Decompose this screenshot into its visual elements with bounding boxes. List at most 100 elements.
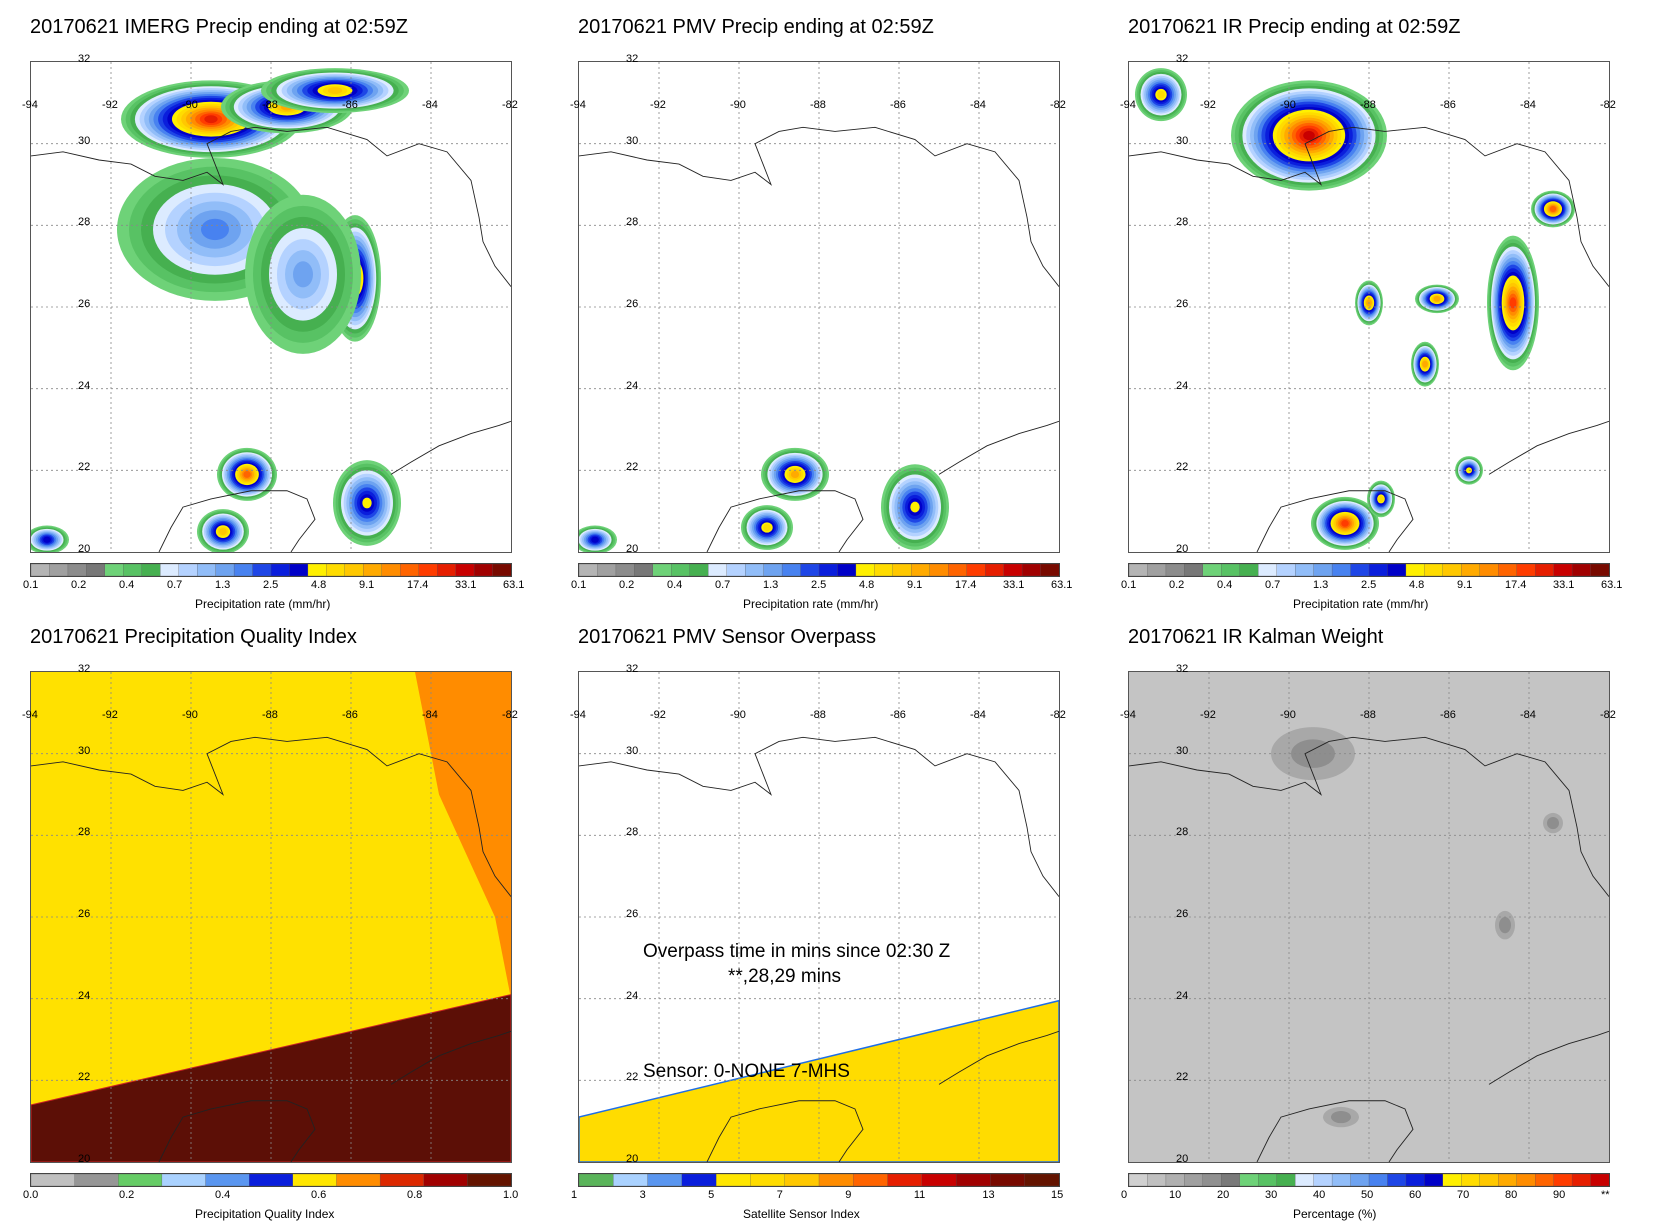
colorbar-tick-label: 4.8 (311, 579, 327, 591)
colorbar-title: Precipitation rate (mm/hr) (1293, 597, 1429, 611)
precip-cell (790, 470, 800, 479)
colorbar-swatch (1295, 564, 1315, 576)
sensor-overpass-region (579, 999, 1059, 1162)
overpass-minutes-label: **,28,29 mins (728, 966, 842, 987)
colorbar-tick-label: 5 (708, 1189, 715, 1201)
colorbar-swatch (615, 564, 636, 576)
colorbar-swatch (745, 564, 765, 576)
colorbar-swatch (141, 564, 161, 576)
panel-title: 20170621 IR Kalman Weight (1128, 626, 1384, 648)
colorbar-tick-label: 2.5 (263, 579, 279, 591)
colorbar-tick-label: 33.1 (1003, 579, 1025, 591)
longitude-tick-label: -90 (730, 709, 746, 721)
precip-cell (1509, 297, 1517, 309)
longitude-tick-label: -88 (262, 99, 278, 111)
colorbar-tick-label: 2.5 (1361, 579, 1377, 591)
colorbar-swatch (1590, 1174, 1609, 1186)
longitude-tick-label: -86 (1440, 99, 1456, 111)
colorbar-tick-label: 17.4 (955, 579, 977, 591)
latitude-tick-label: 22 (626, 1071, 639, 1084)
colorbar-swatch (292, 1174, 338, 1186)
latitude-tick-label: 30 (626, 744, 639, 757)
panel-sensor-overpass: 20170621 PMV Sensor Overpass 32 30 28 26 24 2… (570, 626, 1098, 1226)
map-plot-area (30, 671, 512, 1163)
latitude-tick-label: 32 (626, 53, 639, 65)
colorbar-swatch (1424, 1174, 1444, 1186)
colorbar-swatch (492, 564, 511, 576)
longitude-tick-label: -94 (22, 709, 38, 721)
colorbar-tick-label: 7 (776, 1189, 783, 1201)
colorbar-tick-label: 60 (1409, 1189, 1422, 1201)
colorbar-swatch (437, 564, 457, 576)
colorbar-swatch (118, 1174, 163, 1186)
yucatan-coastline (158, 490, 316, 552)
longitude-tick-label: -92 (102, 709, 118, 721)
longitude-tick-label: -94 (1120, 709, 1136, 721)
precip-cell (1433, 296, 1441, 302)
colorbar-tick-label: 10 (1169, 1189, 1182, 1201)
map-plot-area (30, 61, 512, 553)
panel-title: 20170621 Precipitation Quality Index (30, 626, 357, 648)
colorbar-swatch (726, 564, 746, 576)
precip-cell (1422, 360, 1428, 368)
colorbar-tick-label: 63.1 (1051, 579, 1073, 591)
longitude-tick-label: -88 (262, 709, 278, 721)
cuba-coastline (1488, 420, 1609, 475)
colorbar (578, 1173, 1060, 1187)
colorbar-tick-label: 0.0 (23, 1189, 39, 1201)
panel-title: 20170621 PMV Precip ending at 02:59Z (578, 16, 934, 38)
colorbar-swatch (197, 564, 217, 576)
longitude-tick-label: -86 (342, 709, 358, 721)
gulf-coastline (31, 126, 511, 287)
colorbar-tick-label: 0.8 (407, 1189, 423, 1201)
yucatan-coastline (1256, 1100, 1414, 1162)
colorbar-swatch (781, 564, 802, 576)
yucatan-coastline (158, 1100, 316, 1162)
colorbar-swatch (1479, 564, 1499, 576)
colorbar-swatch (1184, 1174, 1204, 1186)
colorbar-tick-label: 1.0 (503, 1189, 519, 1201)
longitude-tick-label: -94 (22, 99, 38, 111)
colorbar-swatch (1276, 564, 1296, 576)
colorbar-swatch (855, 564, 876, 576)
colorbar-tick-label: 0.4 (119, 579, 135, 591)
colorbar-swatch (400, 564, 420, 576)
colorbar-swatch (31, 564, 51, 576)
longitude-tick-label: -84 (422, 99, 438, 111)
latitude-tick-label: 32 (78, 53, 91, 65)
latitude-tick-label: 24 (78, 379, 91, 392)
colorbar-tick-label: 70 (1457, 1189, 1470, 1201)
colorbar-tick-label: 0.6 (311, 1189, 327, 1201)
precip-cell (204, 115, 218, 124)
latitude-tick-label: 20 (626, 1153, 639, 1165)
colorbar-swatch (1442, 564, 1462, 576)
longitude-tick-label: -94 (1120, 99, 1136, 111)
colorbar-swatch (467, 1174, 511, 1186)
latitude-tick-label: 28 (626, 216, 639, 229)
colorbar-swatch (123, 564, 143, 576)
colorbar-tick-label: 50 (1361, 1189, 1374, 1201)
colorbar-tick-label: 0 (1121, 1189, 1128, 1201)
longitude-tick-label: -84 (1520, 709, 1536, 721)
colorbar (1128, 563, 1610, 577)
colorbar-swatch (289, 564, 309, 576)
colorbar-swatch (579, 564, 599, 576)
colorbar-tick-label: 0.2 (1169, 579, 1185, 591)
colorbar-tick-label: 1 (571, 1189, 578, 1201)
colorbar-swatch (1535, 1174, 1555, 1186)
latitude-tick-label: 22 (78, 1071, 91, 1084)
latitude-tick-label: 20 (78, 543, 91, 555)
colorbar-swatch (874, 564, 894, 576)
colorbar-tick-label: 17.4 (1505, 579, 1527, 591)
longitude-tick-label: -84 (422, 709, 438, 721)
latitude-tick-label: 32 (1176, 53, 1189, 65)
colorbar-swatch (1479, 1174, 1499, 1186)
cuba-coastline (938, 1030, 1059, 1085)
longitude-tick-label: -90 (1280, 709, 1296, 721)
colorbar-swatch (647, 1174, 683, 1186)
colorbar-swatch (1498, 1174, 1518, 1186)
colorbar-swatch (1461, 564, 1481, 576)
colorbar-swatch (990, 1174, 1026, 1186)
gulf-coastline (579, 736, 1059, 897)
latitude-tick-label: 24 (1176, 989, 1189, 1002)
